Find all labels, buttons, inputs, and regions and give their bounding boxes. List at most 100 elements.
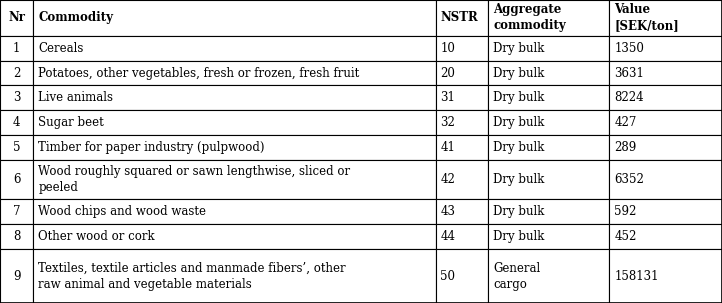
Bar [488,110,609,135]
Bar [488,135,609,160]
Text: 3: 3 [13,92,20,104]
Text: 32: 32 [440,116,456,129]
Text: Dry bulk: Dry bulk [493,141,544,154]
Bar [33,199,436,224]
Text: Wood chips and wood waste: Wood chips and wood waste [38,205,206,218]
Text: Cereals: Cereals [38,42,84,55]
Text: 9: 9 [13,270,20,282]
Bar [436,135,488,160]
Bar [609,160,722,199]
Text: General
cargo: General cargo [493,261,540,291]
Bar [488,85,609,110]
Bar [0,36,33,61]
Bar [33,36,436,61]
Text: Value
[SEK/ton]: Value [SEK/ton] [614,3,679,32]
Bar [33,160,436,199]
Bar [33,61,436,85]
Text: 289: 289 [614,141,637,154]
Text: 6: 6 [13,173,20,186]
Bar [0,160,33,199]
Text: 5: 5 [13,141,20,154]
Text: Potatoes, other vegetables, fresh or frozen, fresh fruit: Potatoes, other vegetables, fresh or fro… [38,67,360,79]
Bar [609,224,722,249]
Text: 1350: 1350 [614,42,644,55]
Bar [436,0,488,36]
Text: 6352: 6352 [614,173,644,186]
Bar [488,249,609,303]
Text: Dry bulk: Dry bulk [493,42,544,55]
Text: NSTR: NSTR [440,12,478,24]
Bar [0,249,33,303]
Bar [436,36,488,61]
Bar [0,61,33,85]
Text: Wood roughly squared or sawn lengthwise, sliced or
peeled: Wood roughly squared or sawn lengthwise,… [38,165,350,194]
Text: 452: 452 [614,230,637,243]
Bar [0,0,33,36]
Text: Aggregate
commodity: Aggregate commodity [493,3,566,32]
Text: 8224: 8224 [614,92,644,104]
Text: 7: 7 [13,205,20,218]
Bar [488,199,609,224]
Bar [0,199,33,224]
Text: 20: 20 [440,67,456,79]
Text: Dry bulk: Dry bulk [493,173,544,186]
Bar [609,110,722,135]
Text: Timber for paper industry (pulpwood): Timber for paper industry (pulpwood) [38,141,265,154]
Text: 1: 1 [13,42,20,55]
Text: Dry bulk: Dry bulk [493,67,544,79]
Text: 44: 44 [440,230,456,243]
Bar [609,135,722,160]
Bar [609,61,722,85]
Text: Commodity: Commodity [38,12,113,24]
Text: Live animals: Live animals [38,92,113,104]
Bar [488,160,609,199]
Text: 4: 4 [13,116,20,129]
Bar [436,61,488,85]
Bar [33,0,436,36]
Text: Sugar beet: Sugar beet [38,116,104,129]
Text: Dry bulk: Dry bulk [493,230,544,243]
Bar [33,110,436,135]
Bar [0,85,33,110]
Bar [609,249,722,303]
Bar [436,85,488,110]
Text: 10: 10 [440,42,456,55]
Text: 8: 8 [13,230,20,243]
Bar [436,224,488,249]
Text: 158131: 158131 [614,270,659,282]
Bar [488,224,609,249]
Text: Other wood or cork: Other wood or cork [38,230,155,243]
Text: 41: 41 [440,141,456,154]
Bar [0,110,33,135]
Text: Dry bulk: Dry bulk [493,92,544,104]
Text: Nr: Nr [8,12,25,24]
Bar [488,61,609,85]
Text: 31: 31 [440,92,456,104]
Bar [33,85,436,110]
Bar [436,110,488,135]
Bar [436,249,488,303]
Text: 2: 2 [13,67,20,79]
Text: Textiles, textile articles and manmade fibers’, other
raw animal and vegetable m: Textiles, textile articles and manmade f… [38,261,346,291]
Bar [488,36,609,61]
Text: 592: 592 [614,205,637,218]
Text: 50: 50 [440,270,456,282]
Text: 42: 42 [440,173,456,186]
Text: 427: 427 [614,116,637,129]
Bar [436,160,488,199]
Bar [33,249,436,303]
Bar [33,135,436,160]
Bar [436,199,488,224]
Bar [488,0,609,36]
Bar [609,85,722,110]
Text: 3631: 3631 [614,67,644,79]
Text: 43: 43 [440,205,456,218]
Bar [609,199,722,224]
Bar [609,36,722,61]
Text: Dry bulk: Dry bulk [493,205,544,218]
Bar [609,0,722,36]
Bar [0,135,33,160]
Bar [33,224,436,249]
Text: Dry bulk: Dry bulk [493,116,544,129]
Bar [0,224,33,249]
